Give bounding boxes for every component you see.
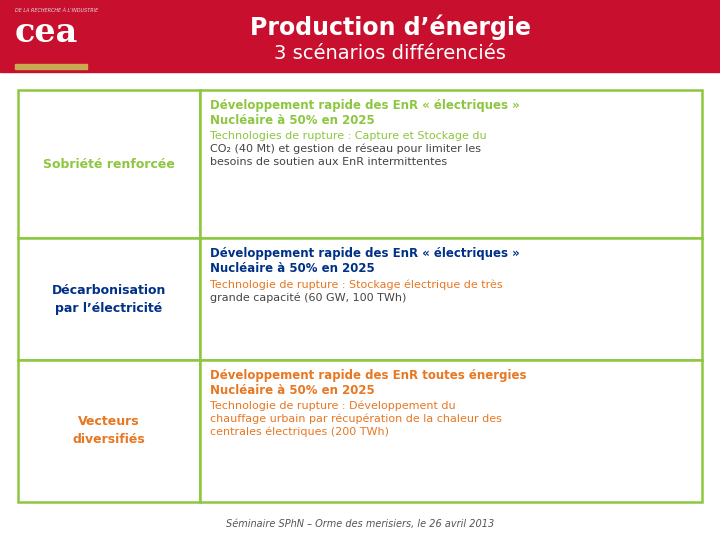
Text: cea: cea <box>15 16 78 49</box>
Text: Développement rapide des EnR « électriques »: Développement rapide des EnR « électriqu… <box>210 247 520 260</box>
Text: Séminaire SPhN – Orme des merisiers, le 26 avril 2013: Séminaire SPhN – Orme des merisiers, le … <box>226 519 494 529</box>
Bar <box>18 360 200 502</box>
Text: Nucléaire à 50% en 2025: Nucléaire à 50% en 2025 <box>210 384 374 397</box>
Bar <box>18 238 200 360</box>
Text: Production d’énergie: Production d’énergie <box>250 14 531 39</box>
Text: Développement rapide des EnR toutes énergies: Développement rapide des EnR toutes éner… <box>210 369 526 382</box>
Text: 3 scénarios différenciés: 3 scénarios différenciés <box>274 44 506 63</box>
Text: Sobriété renforcée: Sobriété renforcée <box>43 158 175 171</box>
Bar <box>15 64 87 69</box>
Bar <box>200 90 702 238</box>
Bar <box>18 90 200 238</box>
Text: Nucléaire à 50% en 2025: Nucléaire à 50% en 2025 <box>210 114 374 127</box>
Text: Nucléaire à 50% en 2025: Nucléaire à 50% en 2025 <box>210 262 374 275</box>
Text: DE LA RECHERCHE À L'INDUSTRIE: DE LA RECHERCHE À L'INDUSTRIE <box>15 8 98 13</box>
Text: CO₂ (40 Mt) et gestion de réseau pour limiter les: CO₂ (40 Mt) et gestion de réseau pour li… <box>210 144 481 154</box>
Text: centrales électriques (200 TWh): centrales électriques (200 TWh) <box>210 427 389 437</box>
Text: Technologie de rupture : Stockage électrique de très: Technologie de rupture : Stockage électr… <box>210 279 503 290</box>
Text: Technologies de rupture : Capture et Stockage du: Technologies de rupture : Capture et Sto… <box>210 131 487 141</box>
Bar <box>200 360 702 502</box>
Text: besoins de soutien aux EnR intermittentes: besoins de soutien aux EnR intermittente… <box>210 157 447 167</box>
Text: Vecteurs
diversifiés: Vecteurs diversifiés <box>73 415 145 447</box>
Text: Décarbonisation
par l’électricité: Décarbonisation par l’électricité <box>52 284 166 315</box>
Text: Technologie de rupture : Développement du: Technologie de rupture : Développement d… <box>210 401 456 411</box>
Text: chauffage urbain par récupération de la chaleur des: chauffage urbain par récupération de la … <box>210 414 502 424</box>
Bar <box>200 238 702 360</box>
Text: Développement rapide des EnR « électriques »: Développement rapide des EnR « électriqu… <box>210 99 520 112</box>
Text: grande capacité (60 GW, 100 TWh): grande capacité (60 GW, 100 TWh) <box>210 292 406 303</box>
Bar <box>0 0 720 72</box>
